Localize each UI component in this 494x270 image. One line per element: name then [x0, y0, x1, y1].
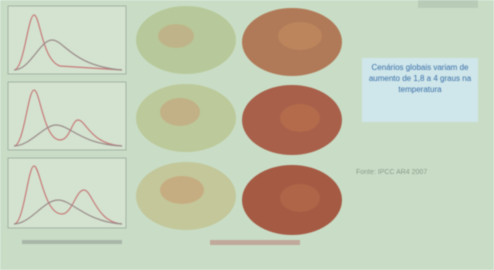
- map-shade: [278, 22, 322, 50]
- panel-caption: [22, 240, 122, 244]
- map-shade: [160, 176, 204, 204]
- map-shade: [160, 98, 200, 126]
- source-text: Fonte: IPCC AR4 2007: [356, 168, 488, 178]
- color-scale: [210, 240, 300, 245]
- header-fragment: [418, 0, 478, 8]
- green-maps: [136, 6, 236, 230]
- slide-graphics: [0, 0, 494, 270]
- red-maps: [242, 8, 342, 235]
- map-shade: [280, 104, 320, 132]
- annotation-box: Cenários globais variam de aumento de 1,…: [362, 58, 478, 122]
- map-shade: [280, 184, 320, 212]
- slide-photo: Cenários globais variam de aumento de 1,…: [0, 0, 494, 270]
- map-shade: [158, 24, 194, 48]
